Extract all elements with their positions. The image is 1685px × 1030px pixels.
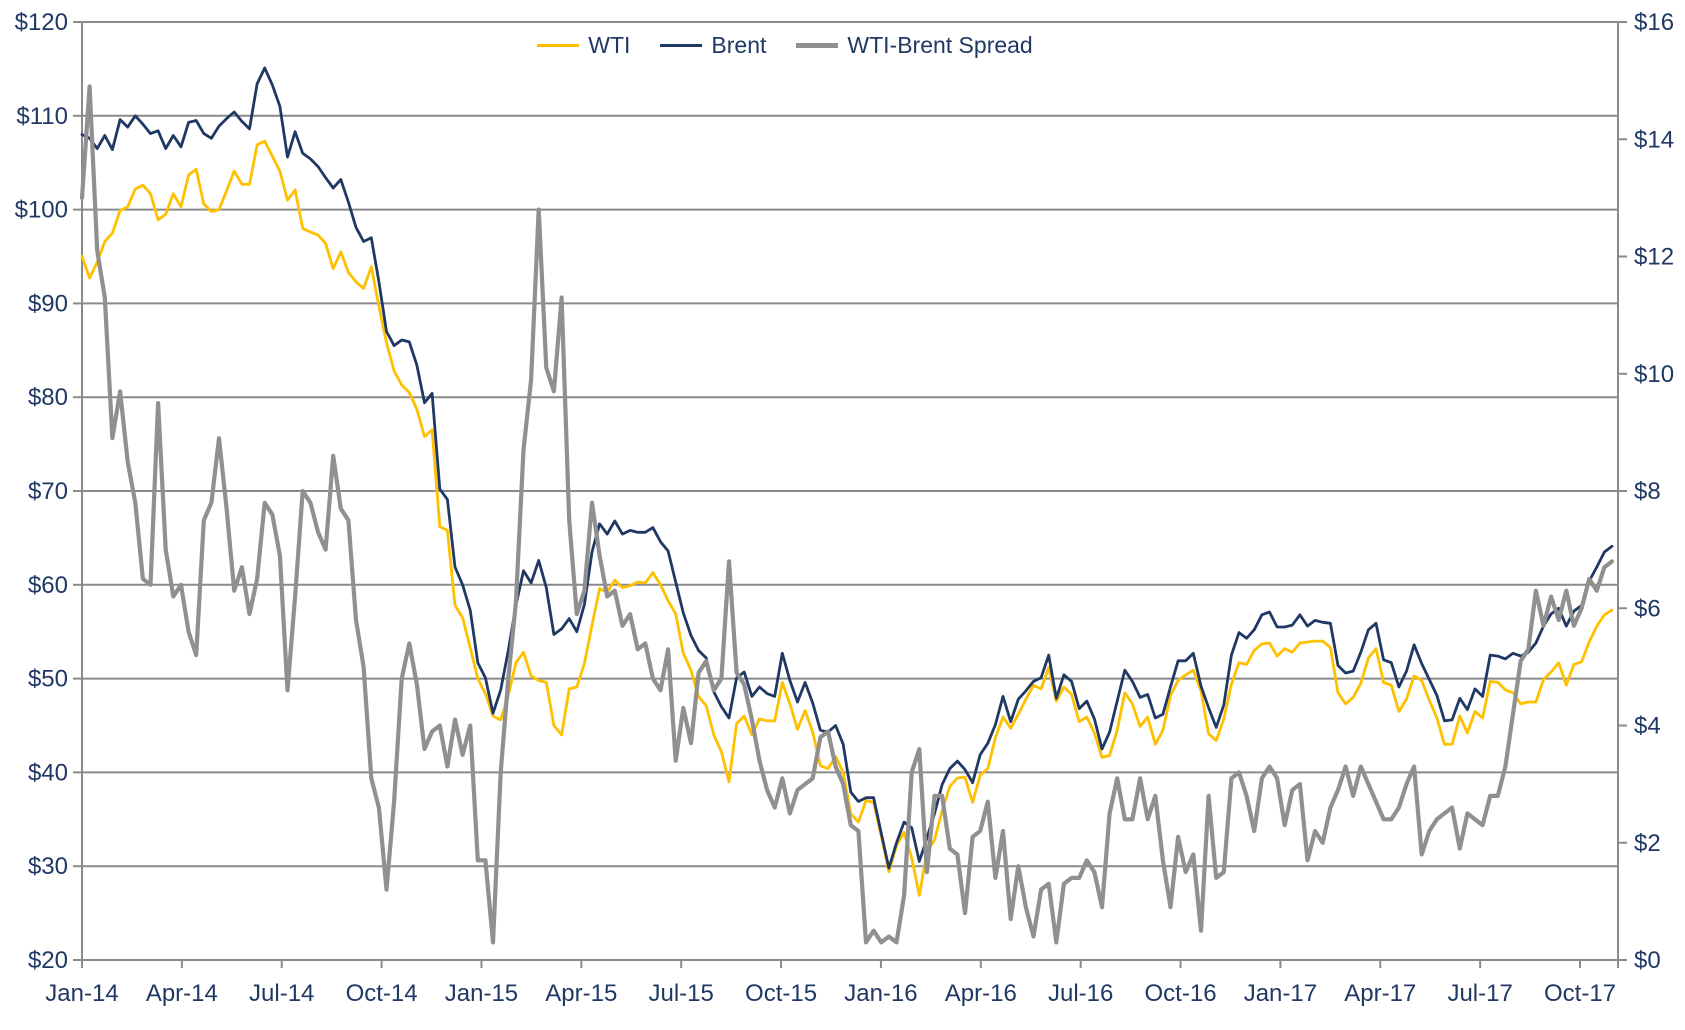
x-axis-label: Jan-16 <box>844 980 917 1007</box>
y-axis-left-label: $60 <box>28 572 68 599</box>
x-axis-label: Oct-16 <box>1145 980 1217 1007</box>
x-axis-label: Jul-14 <box>249 980 314 1007</box>
x-axis-label: Oct-14 <box>346 980 418 1007</box>
y-axis-right-label: $12 <box>1634 244 1674 271</box>
y-axis-left-label: $80 <box>28 384 68 411</box>
y-axis-right-label: $8 <box>1634 478 1661 505</box>
y-axis-right-label: $0 <box>1634 947 1661 974</box>
x-axis-label: Oct-15 <box>745 980 817 1007</box>
x-axis-label: Jul-17 <box>1447 980 1512 1007</box>
y-axis-left-label: $50 <box>28 666 68 693</box>
x-axis-label: Apr-17 <box>1344 980 1416 1007</box>
x-axis-label: Jul-15 <box>649 980 714 1007</box>
y-axis-left-label: $70 <box>28 478 68 505</box>
y-axis-right-label: $4 <box>1634 713 1661 740</box>
x-axis-label: Apr-15 <box>545 980 617 1007</box>
x-axis-label: Jan-15 <box>445 980 518 1007</box>
y-axis-right-label: $10 <box>1634 361 1674 388</box>
x-axis-label: Jan-17 <box>1244 980 1317 1007</box>
y-axis-right-label: $16 <box>1634 9 1674 36</box>
y-axis-right-label: $14 <box>1634 126 1674 153</box>
x-axis-label: Apr-16 <box>945 980 1017 1007</box>
x-axis-label: Apr-14 <box>146 980 218 1007</box>
y-axis-left-label: $120 <box>15 9 68 36</box>
series-line-wti <box>80 139 1614 897</box>
y-axis-right-label: $6 <box>1634 595 1661 622</box>
y-axis-left-label: $100 <box>15 197 68 224</box>
y-axis-left-label: $30 <box>28 853 68 880</box>
y-axis-left-label: $20 <box>28 947 68 974</box>
y-axis-right-label: $2 <box>1634 830 1661 857</box>
y-axis-left-label: $90 <box>28 290 68 317</box>
y-axis-left-label: $40 <box>28 759 68 786</box>
series-line-brent <box>80 66 1614 870</box>
x-axis-label: Jul-16 <box>1048 980 1113 1007</box>
series-line-wti-brent-spread <box>79 84 1615 945</box>
x-axis-label: Jan-14 <box>45 980 118 1007</box>
x-axis-label: Oct-17 <box>1544 980 1616 1007</box>
y-axis-left-label: $110 <box>16 103 68 130</box>
